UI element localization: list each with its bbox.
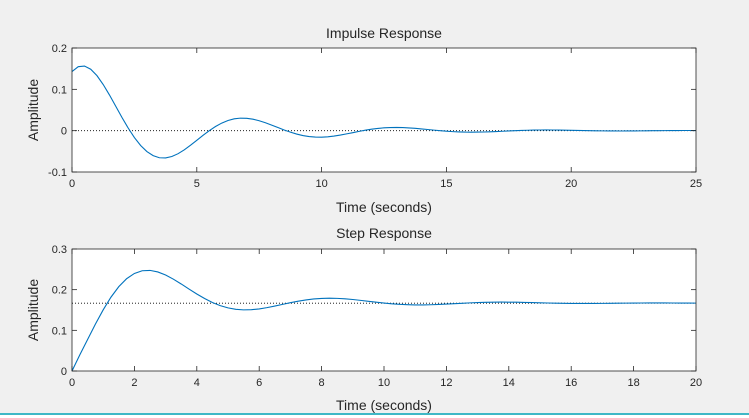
plot-area — [72, 249, 696, 371]
x-tick-label: 5 — [194, 178, 200, 190]
axes-box — [71, 47, 697, 173]
x-tick-label: 0 — [69, 178, 75, 190]
bottom-strip — [0, 415, 749, 418]
plot-2: 0 2 4 6 8 10 12 14 16 18 20 0 0.1 0.2 0.3 Step Response… — [25, 225, 702, 413]
x-tick-label: 2 — [131, 377, 137, 389]
x-tick-label: 0 — [69, 377, 75, 389]
series-line — [71, 269, 697, 372]
x-tick-label: 10 — [378, 377, 390, 389]
x-tick-label: 8 — [319, 377, 325, 389]
x-tick-label: 4 — [194, 377, 200, 389]
y-tick-label: 0.1 — [52, 325, 67, 337]
y-tick-label: 0.2 — [52, 285, 67, 297]
y-axis-label: Amplitude — [25, 279, 41, 341]
x-tick-label: 25 — [690, 178, 702, 190]
y-tick-label: 0.2 — [52, 43, 67, 55]
y-tick-label: 0 — [61, 366, 67, 378]
y-tick-label: 0.3 — [52, 244, 67, 256]
plot-area — [72, 48, 696, 172]
x-tick-label: 20 — [690, 377, 702, 389]
y-axis-label: Amplitude — [25, 79, 41, 141]
chart-title: Step Response — [336, 225, 432, 241]
x-tick-label: 20 — [565, 178, 577, 190]
x-tick-label: 18 — [627, 377, 639, 389]
x-tick-label: 6 — [256, 377, 262, 389]
y-tick-label: -0.1 — [48, 167, 67, 179]
y-tick-label: 0.1 — [52, 84, 67, 96]
series-line — [71, 65, 697, 159]
x-axis-label: Time (seconds) — [336, 199, 432, 215]
x-tick-label: 10 — [315, 178, 327, 190]
x-axis-label: Time (seconds) — [336, 397, 432, 413]
x-tick-label: 16 — [565, 377, 577, 389]
x-tick-label: 15 — [440, 178, 452, 190]
bottom-accent-line — [0, 413, 749, 415]
chart-title: Impulse Response — [326, 25, 442, 41]
y-tick-label: 0 — [61, 126, 67, 138]
x-tick-label: 14 — [503, 377, 515, 389]
x-tick-label: 12 — [440, 377, 452, 389]
